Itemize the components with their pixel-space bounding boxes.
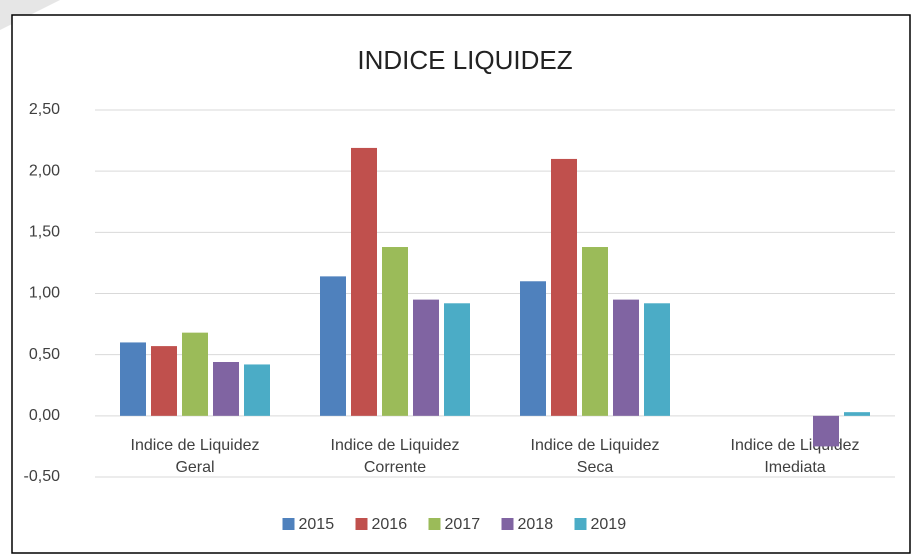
legend-label: 2015 bbox=[299, 516, 335, 533]
legend-swatch bbox=[574, 518, 587, 530]
legend-label: 2016 bbox=[372, 516, 408, 533]
bar bbox=[582, 247, 608, 416]
y-tick-label: -0,50 bbox=[24, 468, 61, 485]
x-tick-label: Indice de Liquidez Geral bbox=[131, 437, 260, 476]
legend-swatch bbox=[428, 518, 441, 530]
bar bbox=[444, 303, 470, 416]
bar bbox=[613, 299, 639, 416]
bar bbox=[551, 158, 577, 416]
legend-label: 2019 bbox=[591, 516, 627, 533]
legend-label: 2017 bbox=[445, 516, 481, 533]
bar bbox=[520, 281, 546, 416]
x-tick-label-line: Imediata bbox=[764, 459, 825, 476]
x-tick-label-line: Indice de Liquidez bbox=[331, 437, 460, 454]
bar bbox=[351, 147, 377, 416]
x-tick-label-line: Indice de Liquidez bbox=[131, 437, 260, 454]
bar bbox=[182, 332, 208, 416]
chart-frame bbox=[11, 14, 911, 554]
chart-title: INDICE LIQUIDEZ bbox=[357, 45, 572, 75]
legend-swatch bbox=[501, 518, 514, 530]
y-tick-label: 0,00 bbox=[29, 407, 60, 424]
legend-label: 2018 bbox=[518, 516, 554, 533]
y-tick-label: 1,00 bbox=[29, 285, 60, 302]
bar bbox=[644, 303, 670, 416]
bar bbox=[213, 362, 239, 416]
x-tick-label: Indice de Liquidez Corrente bbox=[331, 437, 460, 476]
x-tick-label-line: Corrente bbox=[364, 459, 426, 476]
y-tick-label: 2,50 bbox=[29, 101, 60, 118]
x-tick-label-line: Geral bbox=[175, 459, 214, 476]
bar bbox=[244, 364, 270, 416]
legend-swatch bbox=[282, 518, 295, 530]
bar bbox=[382, 247, 408, 416]
bar bbox=[151, 346, 177, 416]
bar bbox=[320, 276, 346, 416]
y-tick-label: 0,50 bbox=[29, 346, 60, 363]
legend-swatch bbox=[355, 518, 368, 530]
x-tick-label-line: Seca bbox=[577, 459, 614, 476]
x-tick-label-line: Indice de Liquidez bbox=[531, 437, 660, 454]
bar bbox=[413, 299, 439, 416]
y-tick-label: 2,00 bbox=[29, 162, 60, 179]
x-tick-label: Indice de Liquidez Seca bbox=[531, 437, 660, 476]
bar bbox=[120, 342, 146, 416]
bar bbox=[813, 415, 839, 447]
bar bbox=[844, 412, 870, 416]
x-tick-label-line: Indice de Liquidez bbox=[731, 437, 860, 454]
y-tick-label: 1,50 bbox=[29, 224, 60, 241]
